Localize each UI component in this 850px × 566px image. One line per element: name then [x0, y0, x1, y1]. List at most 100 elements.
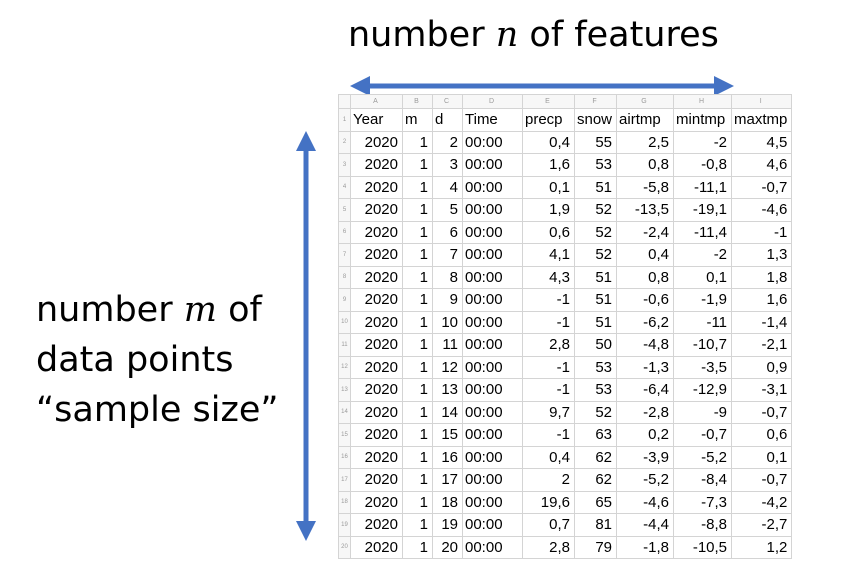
column-letter: C [432, 94, 463, 109]
table-cell: 51 [573, 265, 618, 289]
table-cell: -1,8 [616, 535, 675, 559]
table-cell: 65 [573, 490, 618, 514]
table-cell: 53 [573, 153, 618, 177]
table-cell: -9 [673, 400, 733, 424]
table-cell: 00:00 [462, 288, 523, 312]
row-number: 16 [338, 445, 351, 469]
table-cell: 2020 [350, 220, 403, 244]
table-cell: 8 [432, 265, 463, 289]
row-number: 4 [338, 175, 351, 199]
header-cell: maxtmp [731, 108, 793, 132]
table-cell: 52 [573, 243, 618, 267]
table-cell: 53 [573, 355, 618, 379]
table-cell: 62 [573, 468, 618, 492]
table-cell: 0,9 [731, 355, 793, 379]
row-number: 1 [338, 108, 351, 132]
table-cell: 2020 [350, 243, 403, 267]
table-cell: 00:00 [462, 243, 523, 267]
table-row: 20 2020 1 20 00:00 2,8 79 -1,8 -10,5 1,2 [338, 535, 793, 559]
table-cell: -11,1 [673, 175, 733, 199]
table-cell: 4,6 [731, 153, 793, 177]
table-cell: -0,8 [673, 153, 733, 177]
table-cell: 53 [573, 378, 618, 402]
table-cell: 0,1 [731, 445, 793, 469]
table-cell: 11 [432, 333, 463, 357]
header-cell: d [432, 108, 463, 132]
table-row: 14 2020 1 14 00:00 9,7 52 -2,8 -9 -0,7 [338, 400, 793, 424]
table-cell: 19 [432, 513, 463, 537]
table-row: 19 2020 1 19 00:00 0,7 81 -4,4 -8,8 -2,7 [338, 513, 793, 537]
table-cell: 2020 [350, 130, 403, 154]
table-cell: 2020 [350, 265, 403, 289]
table-cell: 4,5 [731, 130, 793, 154]
table-cell: 00:00 [462, 535, 523, 559]
table-cell: -5,8 [616, 175, 675, 199]
table-cell: -2,8 [616, 400, 675, 424]
table-cell: 5 [432, 198, 463, 222]
table-row: 2 2020 1 2 00:00 0,4 55 2,5 -2 4,5 [338, 130, 793, 154]
table-cell: 1 [402, 400, 433, 424]
row-number: 11 [338, 333, 351, 357]
table-row: 13 2020 1 13 00:00 -1 53 -6,4 -12,9 -3,1 [338, 378, 793, 402]
row-number: 7 [338, 243, 351, 267]
data-table: A B C D E F G H I 1 Year m d Time precp snow airtmp mintm… [338, 94, 793, 559]
table-cell: 1 [402, 490, 433, 514]
table-cell: 2020 [350, 175, 403, 199]
table-cell: 2020 [350, 400, 403, 424]
sample-size-suffix: of [216, 290, 262, 330]
table-cell: -13,5 [616, 198, 675, 222]
table-cell: 1 [402, 220, 433, 244]
sample-variable-m: m [183, 290, 217, 330]
table-cell: -4,8 [616, 333, 675, 357]
table-cell: -8,8 [673, 513, 733, 537]
table-cell: 0,2 [616, 423, 675, 447]
table-cell: 79 [573, 535, 618, 559]
row-number: 14 [338, 400, 351, 424]
row-number: 19 [338, 513, 351, 537]
table-cell: 2020 [350, 423, 403, 447]
table-cell: 17 [432, 468, 463, 492]
table-cell: 2 [522, 468, 575, 492]
table-cell: 2020 [350, 288, 403, 312]
row-number: 13 [338, 378, 351, 402]
table-cell: 00:00 [462, 220, 523, 244]
table-cell: -1 [731, 220, 793, 244]
table-row: 17 2020 1 17 00:00 2 62 -5,2 -8,4 -0,7 [338, 468, 793, 492]
table-cell: -5,2 [673, 445, 733, 469]
table-cell: -8,4 [673, 468, 733, 492]
table-cell: -11 [673, 310, 733, 334]
table-cell: 0,6 [731, 423, 793, 447]
row-number: 5 [338, 198, 351, 222]
table-cell: 9,7 [522, 400, 575, 424]
table-cell: -10,7 [673, 333, 733, 357]
header-cell: Time [462, 108, 523, 132]
table-cell: -4,4 [616, 513, 675, 537]
table-cell: 2 [432, 130, 463, 154]
table-row: 11 2020 1 11 00:00 2,8 50 -4,8 -10,7 -2,1 [338, 333, 793, 357]
table-row: 12 2020 1 12 00:00 -1 53 -1,3 -3,5 0,9 [338, 355, 793, 379]
table-cell: -2,1 [731, 333, 793, 357]
table-cell: 1 [402, 175, 433, 199]
table-cell: -3,5 [673, 355, 733, 379]
table-cell: -0,7 [673, 423, 733, 447]
table-cell: 00:00 [462, 175, 523, 199]
table-cell: 0,4 [522, 445, 575, 469]
table-cell: 2,8 [522, 535, 575, 559]
table-row: 6 2020 1 6 00:00 0,6 52 -2,4 -11,4 -1 [338, 220, 793, 244]
table-cell: 00:00 [462, 378, 523, 402]
table-cell: 2020 [350, 198, 403, 222]
table-cell: 0,8 [616, 265, 675, 289]
table-cell: -0,6 [616, 288, 675, 312]
table-cell: 51 [573, 175, 618, 199]
table-cell: 00:00 [462, 423, 523, 447]
table-cell: 20 [432, 535, 463, 559]
table-cell: 55 [573, 130, 618, 154]
table-cell: -3,9 [616, 445, 675, 469]
table-cell: -4,6 [616, 490, 675, 514]
table-cell: -4,6 [731, 198, 793, 222]
table-cell: 00:00 [462, 265, 523, 289]
table-cell: -7,3 [673, 490, 733, 514]
table-cell: -1,9 [673, 288, 733, 312]
